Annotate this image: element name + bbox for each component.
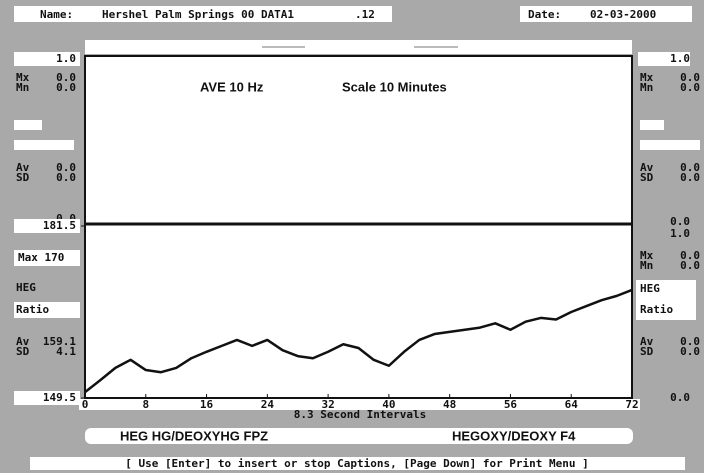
heg: HEG: [16, 281, 36, 294]
stat-value: 0.0: [680, 249, 700, 262]
x-tick-label: 40: [382, 398, 395, 411]
stat-label: Mx: [640, 71, 654, 84]
stat-value: 0.0: [56, 81, 76, 94]
x-tick-label: 56: [504, 398, 518, 411]
stat-label: SD: [640, 345, 654, 358]
right-panel-bottom: 0.0: [670, 391, 690, 404]
stat-value: 0.0: [56, 71, 76, 84]
max: Max 170: [18, 251, 64, 264]
date-bar: [520, 6, 692, 22]
left-top: 1.0: [56, 52, 76, 65]
stat-label: Av: [640, 161, 654, 174]
stat-label: Mn: [640, 81, 653, 94]
data-line: [84, 288, 633, 394]
top-title: AVE 10 Hz: [200, 79, 264, 94]
ratio-box: [14, 302, 80, 318]
x-tick-label: 32: [321, 398, 334, 411]
stat-value: 0.0: [680, 259, 700, 272]
max-box: [14, 250, 80, 266]
stat-value: 0.0: [680, 345, 700, 358]
ratio: Ratio: [640, 303, 673, 316]
stat-label: Av: [640, 335, 654, 348]
x-tick-label: 8: [142, 398, 149, 411]
channel-2: HEGOXY/DEOXY F4: [452, 428, 576, 443]
name-label: Name:: [40, 8, 73, 21]
stat-label: SD: [16, 345, 30, 358]
label-box: [638, 52, 690, 66]
tick-box: [14, 219, 80, 233]
stat-value: 0.0: [680, 161, 700, 174]
stat-label: Mn: [640, 259, 653, 272]
stat-label: Mx: [640, 249, 654, 262]
suffix: .12: [355, 8, 375, 21]
x-axis-label: 8.3 Second Intervals: [294, 408, 426, 421]
ratio: Ratio: [16, 303, 49, 316]
y-tick-label: 181.5: [43, 219, 76, 232]
stat-label: SD: [16, 171, 30, 184]
blank-box: [640, 120, 664, 130]
right-panel-top: 1.0: [670, 227, 690, 240]
top-scale: Scale 10 Minutes: [342, 79, 447, 94]
stat-value: 0.0: [680, 81, 700, 94]
x-tick-label: 48: [443, 398, 456, 411]
x-axis-band: [79, 399, 640, 410]
name: Hershel Palm Springs 00 DATA1: [102, 8, 294, 21]
x-tick-label: 72: [625, 398, 638, 411]
x-tick-label: 0: [82, 398, 89, 411]
blank-box: [14, 140, 74, 150]
footer: [ Use [Enter] to insert or stop Captions…: [125, 457, 589, 470]
channel-1: HEG HG/DEOXYHG FPZ: [120, 428, 268, 443]
date: 02-03-2000: [590, 8, 656, 21]
right-bottom: 0.0: [670, 215, 690, 228]
channel-bar: [85, 428, 633, 444]
stat-label: Mn: [16, 81, 29, 94]
top-strip: [85, 40, 632, 54]
stat-value: 0.0: [56, 161, 76, 174]
stat-value: 4.1: [56, 345, 76, 358]
label-box: [14, 52, 80, 66]
stat-value: 0.0: [680, 171, 700, 184]
stat-value: 0.0: [680, 71, 700, 84]
x-tick-label: 16: [200, 398, 214, 411]
footer-bar: [30, 457, 685, 470]
tick-box: [14, 391, 80, 405]
blank-box: [14, 120, 42, 130]
ratio-box: [636, 280, 696, 320]
y-tick-label: 149.5: [43, 391, 76, 404]
heg: HEG: [640, 282, 660, 295]
stat-value: 0.0: [56, 171, 76, 184]
blank-box: [640, 140, 700, 150]
x-tick-label: 64: [565, 398, 579, 411]
stat-label: Mx: [16, 71, 30, 84]
stat-label: SD: [640, 171, 654, 184]
stat-label: Av: [16, 161, 30, 174]
stat-value: 0.0: [680, 335, 700, 348]
stat-value: 159.1: [43, 335, 76, 348]
x-tick-label: 24: [261, 398, 275, 411]
stat-label: Av: [16, 335, 30, 348]
name-bar: [14, 6, 392, 22]
right-top: 1.0: [670, 52, 690, 65]
plot-box: [84, 55, 633, 399]
date-label: Date:: [528, 8, 561, 21]
